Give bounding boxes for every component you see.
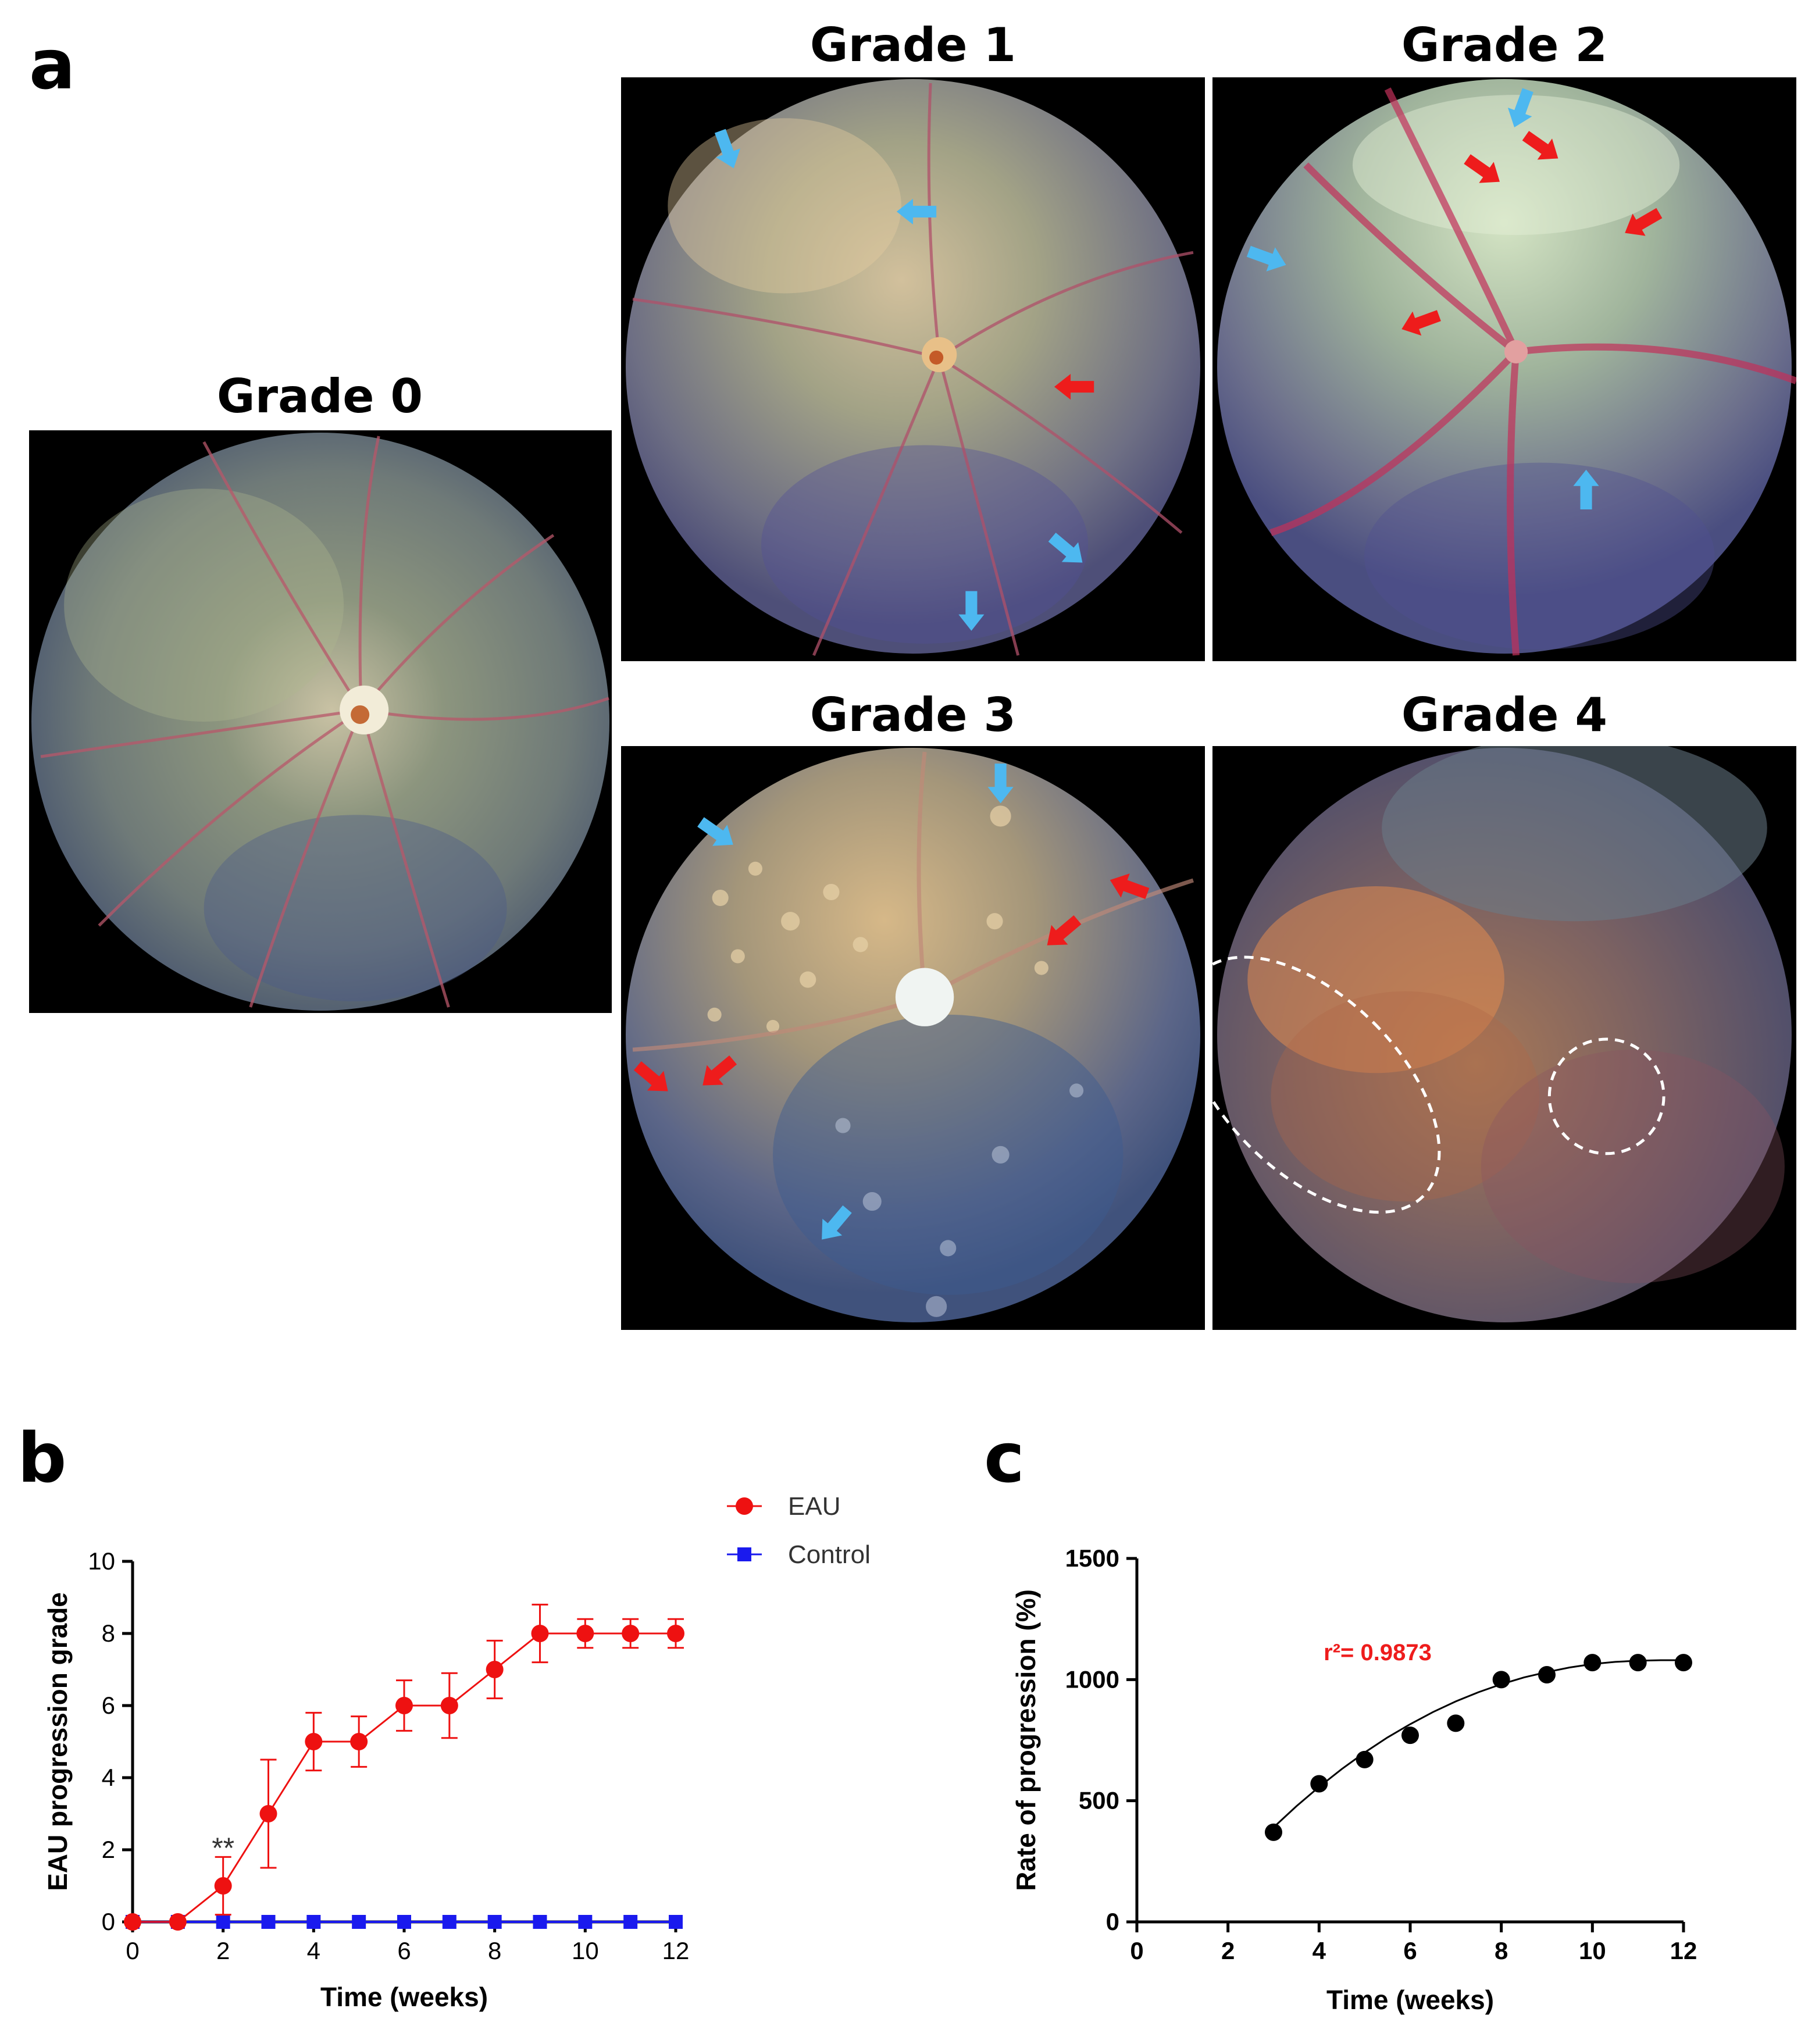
eau-point [259,1805,277,1822]
grade-1-title: Grade 1 [809,18,1016,72]
data-point [1447,1714,1465,1732]
x-tick-label: 2 [1221,1937,1235,1964]
fundus-image-grade-4 [1212,746,1796,1330]
control-point [533,1915,547,1929]
x-tick-label: 8 [488,1937,501,1964]
x-tick-label: 12 [662,1937,690,1964]
eau-point [124,1913,141,1931]
eau-point [395,1697,413,1714]
arrow-marks-grade-3 [633,764,1150,1240]
x-tick-label: 6 [397,1937,411,1964]
legend-control-marker [737,1547,751,1561]
x-tick-label: 6 [1403,1937,1417,1964]
legend-control-label: Control [788,1540,871,1569]
data-point [1538,1666,1556,1683]
arrow-marks-grade-1 [714,129,1094,631]
control-point [261,1915,276,1929]
x-tick-label: 10 [1579,1937,1606,1964]
x-tick-label: 4 [1312,1937,1326,1964]
chart-b: 0 2 4 6 8 10 0 2 4 6 8 10 12 Time (weeks) EAU progress… [42,1492,871,2012]
y-tick-label: 1000 [1065,1665,1119,1693]
eau-point [667,1625,684,1642]
eau-point [214,1877,232,1895]
y-tick-label: 0 [102,1908,115,1935]
chart-c: 0 500 1000 1500 0 2 4 6 8 10 12 Time (weeks) Rate of… [1011,1544,1697,2015]
panel-letter-c: c [984,1418,1025,1498]
panel-letter-a: a [29,24,76,105]
fundus-image-grade-0 [29,430,612,1013]
y-tick-label: 2 [102,1836,115,1863]
eau-point [169,1913,187,1931]
x-tick-label: 10 [572,1937,599,1964]
eau-point [486,1661,504,1678]
x-tick-label: 2 [216,1937,230,1964]
data-point [1356,1750,1374,1768]
legend-eau-label: EAU [788,1492,840,1521]
legend-eau-marker [736,1497,753,1515]
grade-3-title: Grade 3 [809,688,1016,742]
eau-point [622,1625,640,1642]
data-point [1492,1671,1510,1689]
control-point [487,1915,502,1929]
control-point [669,1915,683,1929]
control-point [216,1915,230,1929]
x-tick-label: 12 [1670,1937,1697,1964]
r-squared-annotation: r²= 0.9873 [1324,1640,1432,1665]
y-axis-title: Rate of progression (%) [1011,1589,1041,1891]
y-axis-title: EAU progression grade [42,1592,73,1891]
grade-0-title: Grade 0 [216,369,423,423]
x-tick-label: 4 [307,1937,320,1964]
eau-point [350,1733,368,1750]
y-tick-label: 6 [102,1692,115,1719]
y-tick-label: 0 [1106,1908,1119,1935]
y-tick-label: 500 [1079,1787,1119,1814]
x-axis-title: Time (weeks) [1326,1985,1494,2015]
control-point [623,1915,638,1929]
data-point [1675,1654,1692,1672]
grade-4-title: Grade 4 [1401,688,1608,742]
data-point [1310,1775,1328,1793]
control-point [578,1915,593,1929]
eau-point [440,1697,458,1714]
x-tick-label: 0 [1130,1937,1143,1964]
data-point [1629,1654,1647,1672]
y-tick-label: 4 [102,1764,115,1791]
data-point [1401,1726,1419,1745]
fundus-image-grade-2 [1212,77,1796,661]
data-point [1265,1823,1282,1841]
data-point [1583,1654,1602,1672]
control-point [306,1915,321,1929]
control-point [397,1915,411,1929]
fundus-image-grade-3 [621,746,1205,1330]
grade-2-title: Grade 2 [1401,18,1608,72]
panel-letter-b: b [17,1418,67,1498]
control-point [352,1915,366,1929]
significance-annotation: ** [212,1832,234,1864]
arrow-marks-grade-2 [1246,88,1663,509]
y-tick-label: 8 [102,1619,115,1647]
control-point [442,1915,456,1929]
eau-point [531,1625,549,1642]
y-tick-label: 1500 [1065,1544,1119,1572]
x-tick-label: 8 [1495,1937,1508,1964]
eau-point [305,1733,323,1750]
series-eau-line [133,1632,676,1923]
x-axis-title: Time (weeks) [320,1982,488,2012]
y-tick-label: 10 [88,1547,115,1575]
eau-point [576,1625,594,1642]
fit-curve [1272,1659,1684,1828]
x-tick-label: 0 [126,1937,139,1964]
fundus-image-grade-1 [621,77,1205,661]
